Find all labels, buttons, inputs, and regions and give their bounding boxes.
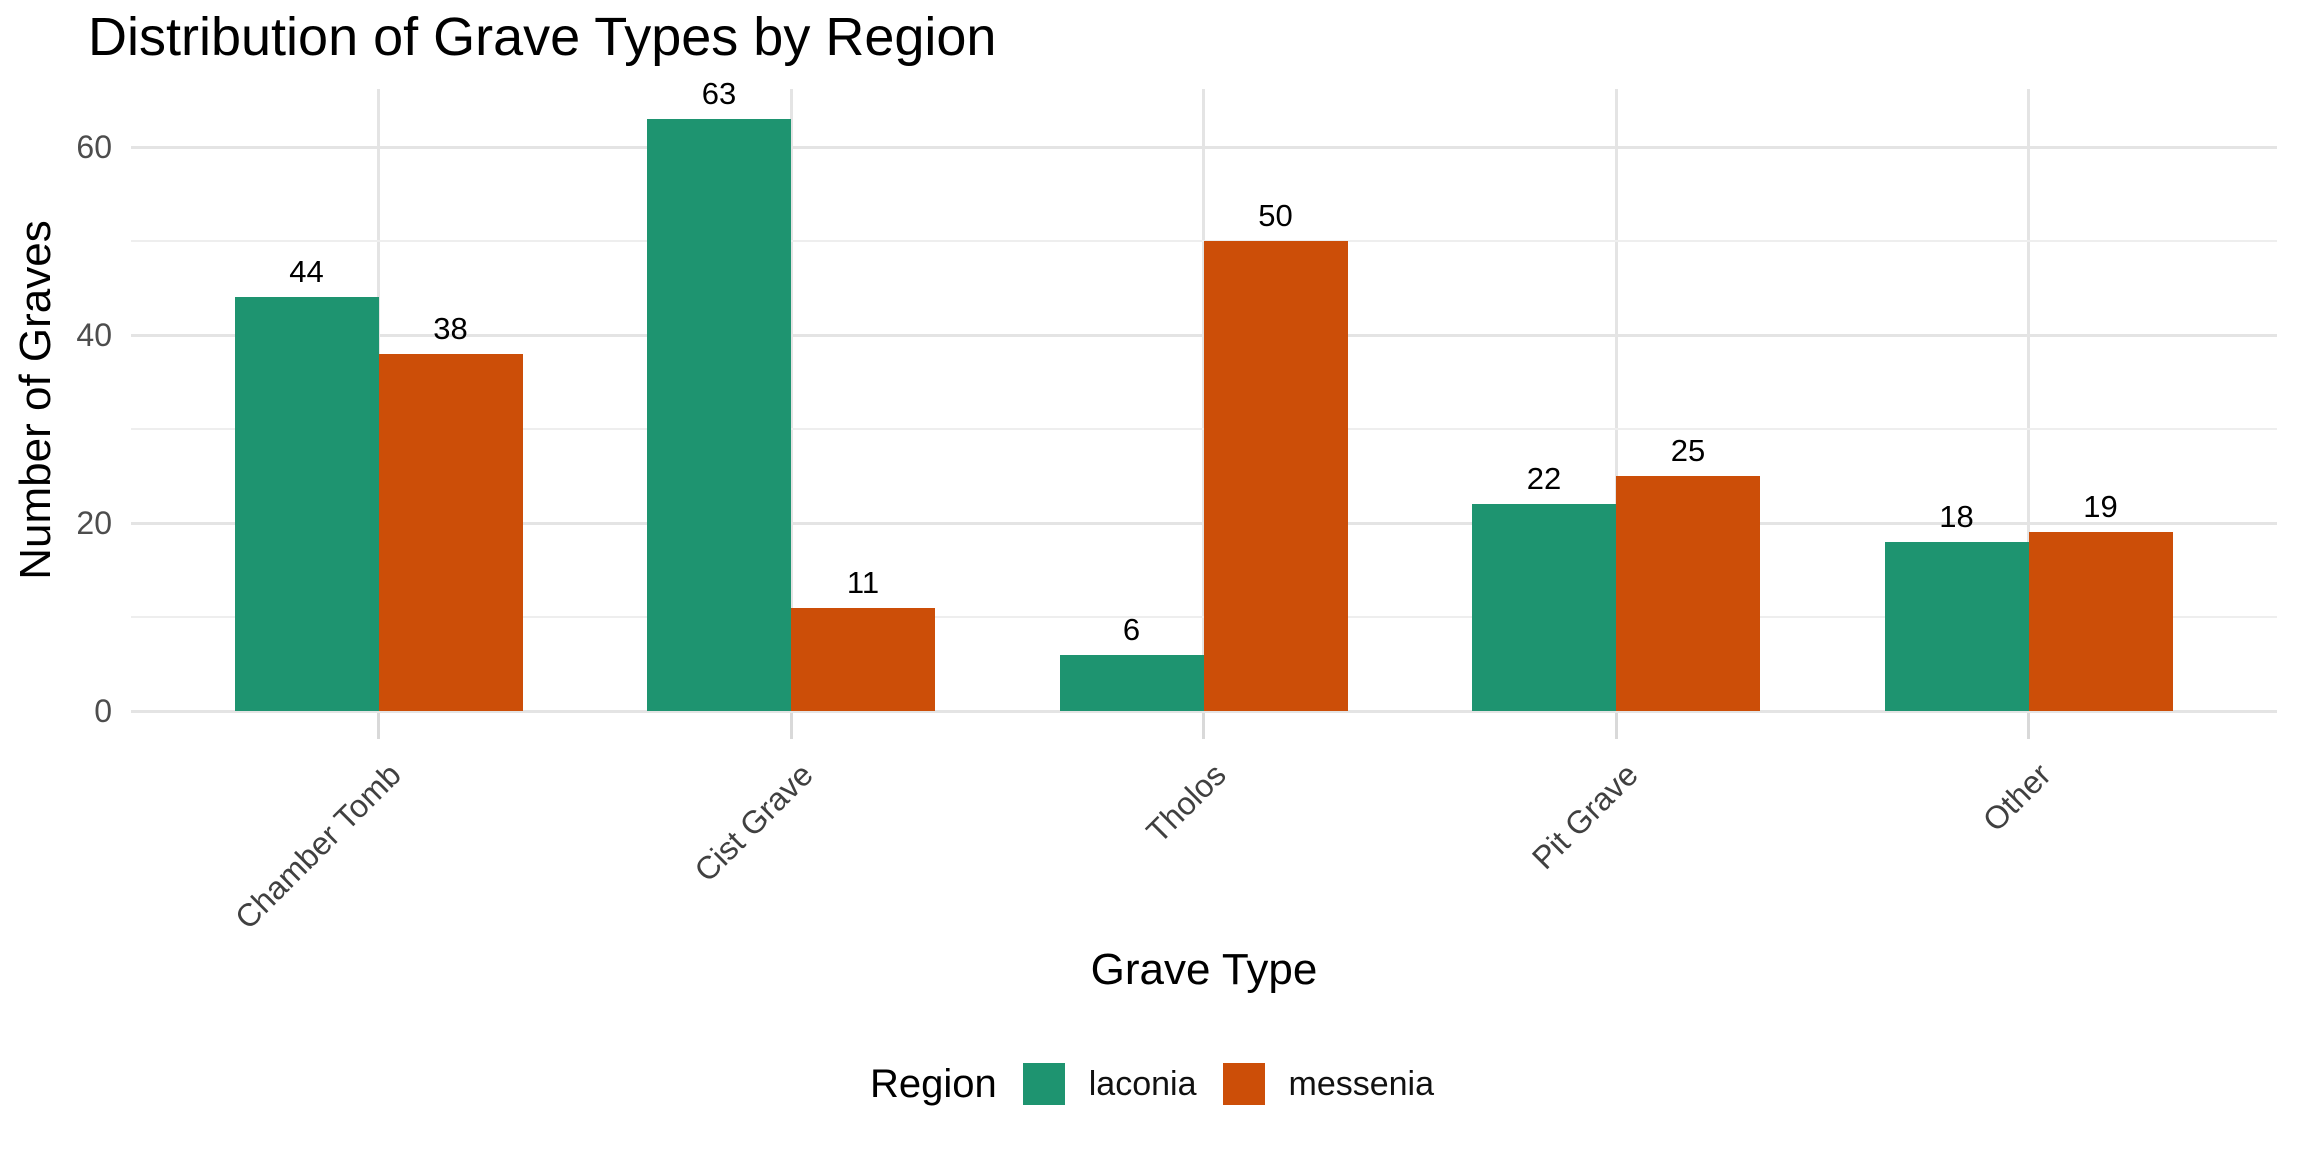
bar-value-label-laconia-pit-grave: 22 bbox=[1526, 461, 1562, 497]
legend-label-messenia: messenia bbox=[1288, 1064, 1435, 1103]
legend-swatch-messenia bbox=[1222, 1063, 1265, 1105]
y-tick-label-0: 0 bbox=[94, 693, 112, 729]
bar-value-label-laconia-cist-grave: 63 bbox=[701, 75, 737, 111]
legend-items: laconia messenia bbox=[1022, 1063, 1435, 1105]
chart-title: Distribution of Grave Types by Region bbox=[88, 7, 997, 67]
vertical-gridline-other bbox=[2027, 89, 2030, 711]
y-tick-label-60: 60 bbox=[76, 129, 112, 165]
bar-messenia-tholos bbox=[1203, 241, 1348, 711]
bar-value-label-messenia-other: 19 bbox=[2083, 489, 2118, 525]
x-axis-title: Grave Type bbox=[1090, 945, 1318, 994]
x-tick-chamber-tomb bbox=[377, 713, 380, 739]
vertical-gridline-pit-grave bbox=[1614, 89, 1618, 711]
legend: Region laconia messenia bbox=[0, 1056, 2304, 1112]
bar-messenia-cist-grave bbox=[791, 607, 935, 711]
bar-messenia-chamber-tomb bbox=[378, 353, 523, 711]
x-tick-tholos bbox=[1202, 713, 1205, 739]
legend-title: Region bbox=[869, 1061, 997, 1106]
bar-value-label-laconia-tholos: 6 bbox=[1122, 611, 1141, 647]
bar-laconia-tholos bbox=[1059, 654, 1204, 711]
bar-laconia-cist-grave bbox=[647, 118, 791, 711]
bar-laconia-pit-grave bbox=[1472, 504, 1616, 711]
x-tick-other bbox=[2027, 713, 2030, 739]
bar-value-label-messenia-chamber-tomb: 38 bbox=[433, 310, 468, 346]
x-tick-cist-grave bbox=[789, 713, 793, 739]
bar-value-label-messenia-cist-grave: 11 bbox=[846, 564, 880, 600]
y-tick-label-20: 20 bbox=[76, 505, 112, 541]
y-tick-label-40: 40 bbox=[76, 317, 112, 353]
bar-value-label-messenia-pit-grave: 25 bbox=[1670, 433, 1706, 468]
bar-messenia-other bbox=[2028, 532, 2173, 711]
legend-item-messenia: messenia bbox=[1222, 1063, 1435, 1105]
bar-value-label-laconia-other: 18 bbox=[1939, 498, 1974, 534]
bar-laconia-chamber-tomb bbox=[234, 297, 379, 711]
vertical-gridline-cist-grave bbox=[789, 89, 793, 711]
bar-messenia-pit-grave bbox=[1616, 476, 1760, 711]
legend-label-laconia: laconia bbox=[1088, 1064, 1197, 1103]
bar-value-label-messenia-tholos: 50 bbox=[1258, 198, 1293, 233]
major-gridline-y60 bbox=[131, 145, 2277, 149]
x-tick-pit-grave bbox=[1614, 713, 1618, 739]
legend-item-laconia: laconia bbox=[1022, 1063, 1197, 1105]
legend-swatch-laconia bbox=[1022, 1063, 1065, 1105]
bar-value-label-laconia-chamber-tomb: 44 bbox=[289, 254, 324, 290]
bar-laconia-other bbox=[1884, 541, 2029, 711]
major-gridline-y0 bbox=[131, 709, 2277, 713]
